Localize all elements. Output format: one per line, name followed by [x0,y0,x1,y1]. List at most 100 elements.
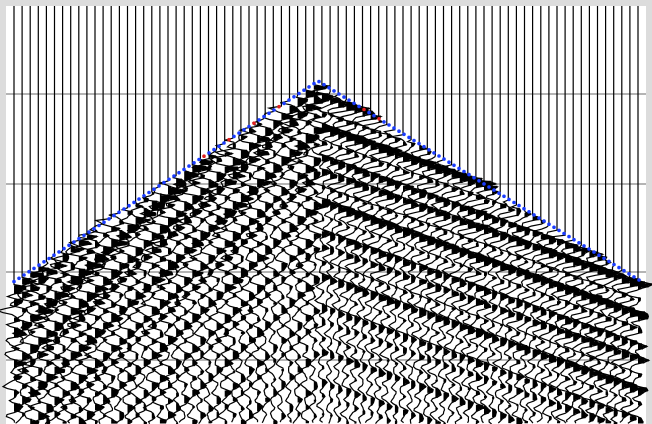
pick-marker [272,108,276,112]
pick-marker [587,247,591,251]
pick-marker [177,170,181,175]
pick-marker [517,203,521,208]
pick-marker [262,114,266,119]
pick-marker [162,180,166,185]
trace-5 [29,6,59,424]
pick-marker [302,88,306,92]
pick-marker [67,243,71,248]
trace-fill-52 [427,150,441,424]
trace-fill-54 [443,168,457,424]
pick-marker [547,222,551,226]
trace-69 [548,6,582,424]
pick-marker [317,79,321,84]
pick-marker [402,132,406,137]
pick-marker [367,110,371,115]
pick-marker [477,179,481,183]
pick-marker [377,117,381,121]
pick-marker [292,95,296,99]
pick-marker [562,231,566,236]
pick-marker [167,177,171,182]
trace-fill-49 [403,141,418,416]
pick-marker [267,111,271,116]
pick-marker [97,223,101,228]
pick-marker [17,276,21,281]
pick-marker [127,203,131,208]
pick-marker [237,131,241,135]
trace-77 [616,6,646,424]
trace-71 [565,6,595,424]
trace-40 [316,6,341,424]
trace-fill-45 [370,115,386,416]
pick-marker [357,104,361,109]
pick-marker [527,210,531,214]
pick-marker [77,236,81,241]
trace-33 [261,6,285,424]
pick-marker [512,200,516,205]
pick-marker [567,234,571,239]
pick-marker [612,262,616,267]
pick-marker [42,260,46,264]
pick-marker [137,197,141,201]
pick-marker [182,167,186,172]
trace-15 [112,6,141,424]
pick-marker [152,187,156,191]
pick-marker [22,273,26,277]
pick-marker [557,228,561,233]
pick-marker [32,266,36,271]
pick-marker [332,89,336,93]
trace-24 [187,6,216,424]
pick-marker [117,210,121,215]
pick-marker [507,197,511,202]
pick-marker [217,144,221,149]
pick-marker [92,227,96,231]
pick-marker [37,263,41,267]
pick-marker [487,185,491,189]
pick-marker [597,253,601,257]
pick-marker [447,160,451,164]
pick-marker [282,101,286,106]
trace-fill-60 [492,190,503,418]
pick-marker [607,259,611,264]
trace-fill-73 [597,256,613,423]
pick-marker [222,141,226,145]
pick-marker [482,182,486,186]
trace-72 [572,6,608,423]
trace-27 [208,6,239,424]
pick-marker [147,190,151,195]
pick-marker [307,85,311,89]
pick-marker [102,220,106,224]
pick-marker [457,166,461,171]
trace-fill-76 [621,273,636,418]
trace-70 [561,6,588,423]
pick-marker [572,237,576,242]
pick-marker [432,151,436,155]
pick-marker [592,250,596,254]
pick-marker [122,207,126,211]
pick-marker [202,154,206,158]
pick-marker [157,184,161,188]
pick-marker [132,200,136,205]
pick-marker [417,141,421,146]
pick-marker [582,244,586,248]
trace-fill-38 [313,85,328,418]
pick-marker [47,256,51,261]
trace-fill-56 [459,172,471,419]
pick-marker [257,118,261,122]
pick-marker [207,151,211,155]
pick-marker [327,86,331,90]
pick-marker [87,230,91,234]
pick-marker [437,154,441,158]
trace-fill-31 [257,123,272,412]
pick-marker [542,219,546,223]
pick-marker [142,194,146,198]
pick-marker [387,123,391,127]
pick-marker [232,134,236,139]
pick-marker [297,91,301,96]
pick-marker [52,253,56,257]
pick-marker [187,164,191,168]
pick-marker [407,135,411,140]
pick-marker [172,174,176,178]
pick-marker [287,98,291,102]
